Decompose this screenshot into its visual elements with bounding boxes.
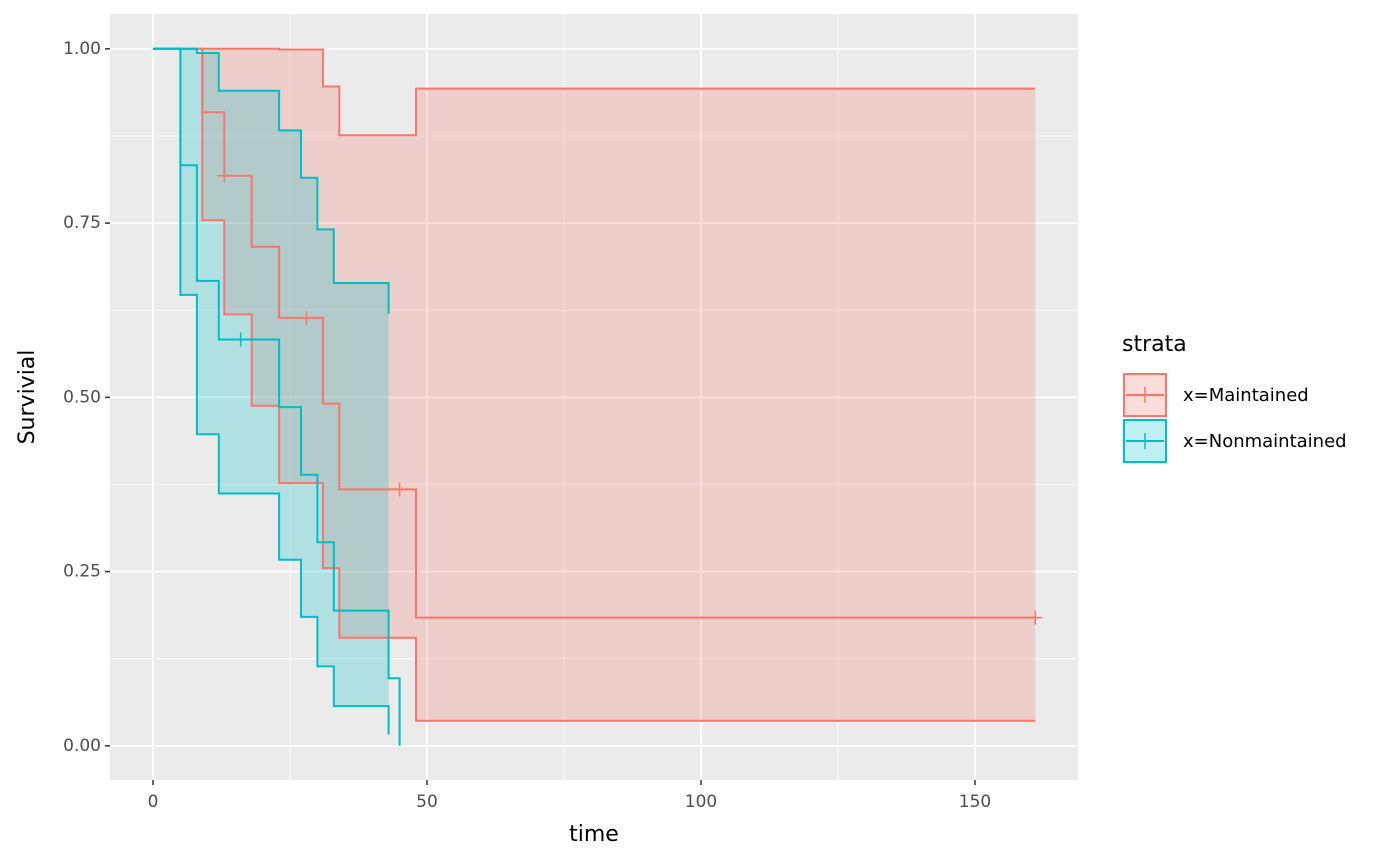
ci-lower [153,47,1036,722]
legend-title: strata [1122,332,1187,357]
censor-mark [233,332,248,347]
censor-mark [1028,610,1043,625]
ci-upper [153,47,390,314]
confidence-band [153,48,1036,721]
censor-mark [299,310,314,325]
x-tick-label: 50 [416,792,438,812]
ci-lower [153,47,390,735]
censor-mark [392,482,407,497]
survival-line [153,47,1036,619]
y-tick-label: 0.75 [63,213,101,233]
y-tick-label: 1.00 [63,39,101,59]
y-tick-label: 0.50 [63,387,101,407]
y-axis-title: Survivial [15,350,40,445]
survival-line [153,47,401,746]
x-tick-label: 100 [685,792,717,812]
censor-mark [217,168,232,183]
x-axis-title: time [569,822,619,847]
legend-label: x=Maintained [1183,385,1309,406]
ci-upper [153,47,1036,137]
y-tick-label: 0.00 [63,736,101,756]
x-tick-label: 150 [959,792,991,812]
y-tick-label: 0.25 [63,562,101,582]
legend-label: x=Nonmaintained [1183,431,1347,452]
x-tick-label: 0 [148,792,159,812]
